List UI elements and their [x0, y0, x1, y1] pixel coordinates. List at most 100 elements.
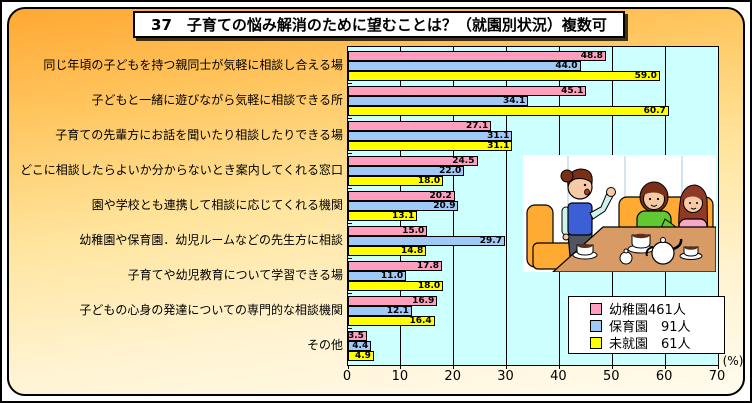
gridline: [506, 47, 508, 365]
legend-item-label: 保育園 91人: [609, 320, 691, 335]
bar-value-label: 20.9: [433, 201, 456, 211]
bar: [348, 201, 459, 211]
bar-value-label: 22.0: [439, 166, 462, 176]
x-axis-tick: [453, 365, 455, 369]
bar: [348, 131, 513, 141]
x-axis-unit-label: (%): [722, 354, 744, 368]
category-label: 子育ての先輩方にお話を聞いたり相談したりできる場: [55, 128, 343, 142]
bar: [348, 316, 435, 326]
bar-value-label: 17.8: [416, 261, 440, 271]
category-boundary-tick: [348, 118, 352, 119]
legend-swatch: [590, 319, 602, 332]
legend-item-label: 未就園 61人: [609, 337, 691, 352]
category-boundary-tick: [348, 223, 352, 224]
x-axis-tick-label: 30: [497, 369, 514, 384]
bar-value-label: 59.0: [634, 71, 657, 81]
bar: [348, 331, 367, 341]
x-axis-tick: [400, 365, 402, 369]
x-axis: 0 10 20 30 40 50 60 70: [343, 369, 725, 387]
x-axis-tick-label: 0: [342, 369, 352, 384]
bar-value-label: 48.8: [580, 51, 603, 61]
bar: [348, 246, 427, 256]
bar: [348, 51, 606, 61]
bar-value-label: 14.8: [401, 246, 424, 256]
legend-swatch: [590, 302, 602, 315]
bar-value-label: 31.1: [487, 131, 510, 141]
bar-value-label: 45.1: [561, 86, 584, 96]
legend-swatch: [590, 336, 602, 349]
x-axis-tick-label: 20: [444, 369, 461, 384]
bar: [348, 236, 505, 246]
bar-value-label: 29.7: [479, 236, 502, 246]
bar-value-label: 12.1: [386, 306, 409, 316]
bar-value-label: 4.4: [352, 341, 369, 351]
x-axis-tick: [664, 365, 666, 369]
bar: [348, 306, 412, 316]
bar: [348, 121, 492, 131]
bar-value-label: 60.7: [643, 106, 666, 116]
category-boundary-tick: [348, 293, 352, 294]
category-label: 子どもと一緒に遊びながら気軽に相談できる所: [91, 93, 343, 107]
bar: [348, 351, 374, 361]
bar: [348, 341, 372, 351]
bar: [348, 156, 478, 166]
bar: [348, 296, 438, 306]
bar: [348, 176, 444, 186]
x-axis-tick-label: 50: [603, 369, 620, 384]
category-label: 同じ年頃の子どもを持つ親同士が気軽に相談し合える場: [43, 58, 343, 72]
category-label: 子どもの心身の発達についての専門的な相談機関: [79, 303, 343, 317]
bar: [348, 281, 444, 291]
tea-chat-illustration: [523, 155, 716, 272]
chart-title: 37 子育ての悩み解消のために望むことは？（就園別状況）複数可: [133, 11, 625, 38]
bar: [348, 166, 465, 176]
category-boundary-tick: [348, 328, 352, 329]
bar-value-label: 18.0: [417, 176, 441, 186]
category-label: 子育てや幼児教育について学習できる場: [127, 268, 343, 282]
bar: [348, 61, 581, 71]
chart-card: 37 子育ての悩み解消のために望むことは？（就園別状況）複数可 同じ年頃の子ども…: [7, 7, 745, 396]
x-axis-tick: [717, 365, 719, 369]
category-axis: 同じ年頃の子どもを持つ親同士が気軽に相談し合える場子どもと一緒に遊びながら気軽に…: [15, 46, 343, 364]
bar: [348, 71, 660, 81]
category-boundary-tick: [348, 83, 352, 84]
bar: [348, 226, 428, 236]
bar-value-label: 3.5: [348, 331, 364, 341]
bar-value-label: 13.1: [392, 211, 415, 221]
category-label: 幼稚園や保育園．幼児ルームなどの先生方に相談: [79, 233, 343, 247]
bar-value-label: 24.5: [452, 156, 475, 166]
category-label: その他: [306, 338, 343, 352]
bar: [348, 211, 418, 221]
x-axis-tick-label: 70: [708, 369, 726, 384]
bar-value-label: 16.9: [412, 296, 435, 306]
bar-value-label: 15.0: [402, 226, 425, 236]
bars-layer: 48.8 45.1 27.1 24.5 20.2 15.0 17.8 16.9 3.5 44.0 3…: [347, 47, 719, 369]
bar: [348, 86, 587, 96]
legend: 幼稚園461人 保育園 91人 未就園 61人: [568, 296, 725, 354]
category-label: 園や学校とも連携して相談に応じてくれる機関: [91, 198, 343, 212]
bar: [348, 106, 669, 116]
category-boundary-tick: [348, 188, 352, 189]
bar: [348, 141, 513, 151]
x-axis-tick-label: 10: [391, 369, 409, 384]
bar: [348, 261, 443, 271]
x-axis-tick-label: 40: [550, 369, 567, 384]
x-axis-tick: [558, 365, 560, 369]
bar-value-label: 27.1: [466, 121, 489, 131]
bar-value-label: 11.0: [380, 271, 404, 281]
category-label: どこに相談したらよいか分からないとき案内してくれる窓口: [20, 163, 343, 177]
legend-item: 幼稚園461人: [590, 300, 724, 318]
category-boundary-tick: [348, 153, 352, 154]
x-axis-tick-label: 60: [655, 369, 673, 384]
bar-value-label: 18.0: [417, 281, 441, 291]
bar-value-label: 4.9: [354, 351, 371, 361]
bar-value-label: 16.4: [409, 316, 432, 326]
legend-item: 保育園 91人: [590, 317, 724, 335]
x-axis-tick: [506, 365, 508, 369]
bar: [348, 191, 455, 201]
chart-title-text: 37 子育ての悩み解消のために望むことは？（就園別状況）複数可: [151, 16, 607, 34]
x-axis-tick: [611, 365, 613, 369]
legend-item: 未就園 61人: [590, 334, 724, 352]
legend-item-label: 幼稚園461人: [609, 303, 686, 318]
bar-value-label: 31.1: [487, 141, 510, 151]
